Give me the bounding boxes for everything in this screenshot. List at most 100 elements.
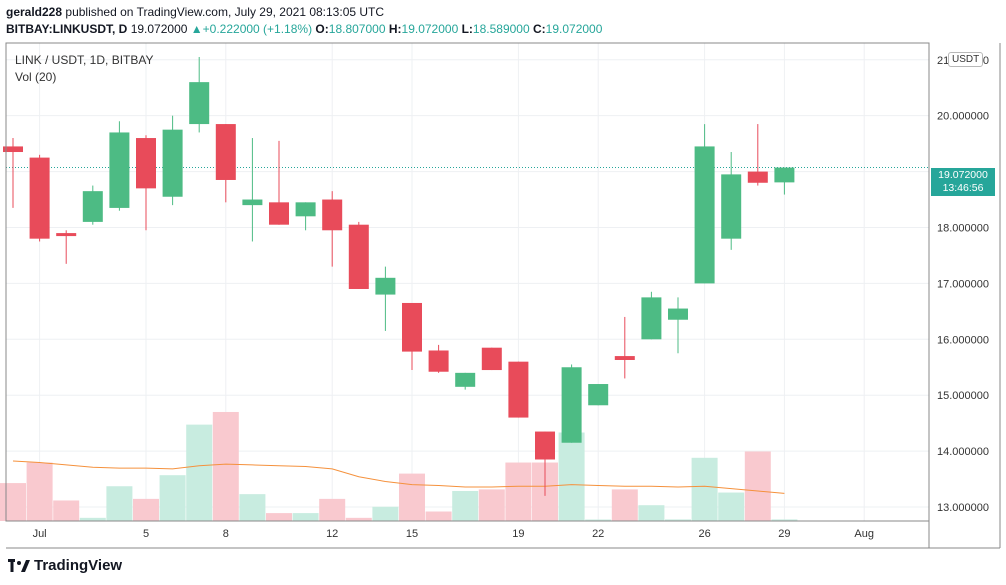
candle-down	[402, 302, 422, 352]
time-tick-label: 15	[406, 528, 418, 540]
time-tick-label: Aug	[854, 528, 874, 540]
price-tag-value: 19.072000	[938, 169, 988, 181]
volume-bar	[212, 411, 239, 521]
chart-legend-title: LINK / USDT, 1D, BITBAY	[15, 53, 154, 67]
candle-up	[588, 384, 609, 406]
low-label: L:	[461, 22, 473, 36]
published-text: published on TradingView.com, July 29, 2…	[65, 5, 385, 19]
volume-bar	[53, 500, 80, 521]
symbol-label: BITBAY:LINKUSDT, D	[6, 22, 128, 36]
tradingview-logo[interactable]: TradingView	[8, 557, 122, 574]
volume-bar	[133, 498, 159, 521]
price-tick-label: 18.000000	[937, 222, 989, 234]
volume-bar	[638, 505, 665, 521]
candle-down	[56, 233, 77, 237]
currency-unit-badge[interactable]: USDT	[948, 52, 984, 67]
time-tick-label: 29	[778, 528, 790, 540]
candle-down	[136, 138, 156, 189]
tradingview-logo-icon	[8, 559, 30, 572]
high-label: H:	[388, 22, 402, 36]
volume-bar	[558, 432, 585, 521]
price-tick-label: 14.000000	[937, 446, 989, 458]
volume-legend: Vol (20)	[15, 70, 57, 84]
time-tick-label: 22	[592, 528, 604, 540]
volume-bar	[239, 494, 266, 521]
high-value: 19.072000	[401, 22, 459, 36]
volume-bar	[585, 519, 612, 521]
plot-border	[5, 42, 930, 522]
price-tick-label: 16.000000	[937, 334, 989, 346]
time-tick-label: 19	[512, 528, 524, 540]
candle-up	[694, 146, 715, 284]
open-value: 18.807000	[328, 22, 386, 36]
candle-down	[215, 124, 236, 180]
last-price: 19.072000	[130, 22, 188, 36]
volume-ma-line	[12, 460, 785, 494]
candle-up	[375, 277, 396, 295]
change-up-icon: ▲	[190, 22, 203, 36]
volume-bar	[319, 498, 346, 521]
volume-bar	[106, 486, 133, 521]
candle-up	[189, 82, 210, 125]
close-label: C:	[533, 22, 546, 36]
ohlc-bar: BITBAY:LINKUSDT, D 19.072000 ▲+0.222000 …	[6, 22, 602, 36]
candle-down	[747, 171, 768, 183]
time-tick-label: 26	[698, 528, 710, 540]
candle-down	[3, 146, 23, 153]
candle-up	[721, 174, 742, 239]
volume-bar	[266, 513, 292, 521]
candle-up	[242, 199, 263, 206]
candle-down	[269, 202, 289, 225]
price-tick-label: 15.000000	[937, 390, 989, 402]
volume-bar	[478, 489, 505, 521]
candle-down	[428, 350, 449, 372]
price-tick-label: 13.000000	[937, 502, 989, 514]
brand-name: TradingView	[34, 557, 123, 574]
time-tick-label: 8	[223, 528, 229, 540]
price-tag-countdown: 13:46:56	[942, 182, 984, 194]
volume-bar	[425, 511, 452, 521]
candle-up	[82, 191, 103, 222]
candle-down	[348, 224, 369, 289]
volume-bar	[345, 517, 372, 521]
volume-bar	[665, 519, 691, 521]
candle-down	[535, 431, 555, 460]
volume-bar	[26, 462, 53, 521]
volume-bar	[186, 424, 213, 521]
low-value: 18.589000	[472, 22, 530, 36]
publish-info: gerald228 published on TradingView.com, …	[6, 5, 384, 19]
volume-bar	[0, 483, 26, 521]
candle-down	[481, 347, 502, 371]
volume-bar	[399, 473, 425, 521]
price-tick-label: 20.000000	[937, 111, 989, 123]
candle-down	[508, 361, 529, 418]
candle-up	[641, 297, 662, 340]
volume-bar	[159, 475, 186, 521]
volume-bar	[505, 462, 532, 521]
volume-bar	[372, 506, 399, 521]
volume-bar	[292, 513, 319, 521]
volume-bar	[611, 489, 638, 521]
volume-bar	[744, 451, 771, 521]
last-price-tag: 19.072000 13:46:56	[931, 168, 995, 196]
candle-up	[295, 202, 316, 217]
candle-up	[561, 367, 582, 443]
candle-up	[668, 308, 688, 320]
time-tick-label: 5	[143, 528, 149, 540]
candle-up	[162, 129, 183, 197]
time-tick-label: 12	[326, 528, 338, 540]
price-tick-label: 17.000000	[937, 278, 989, 290]
close-value: 19.072000	[545, 22, 603, 36]
candle-down	[29, 157, 50, 239]
candle-up	[109, 132, 130, 208]
time-tick-label: Jul	[33, 528, 47, 540]
volume-bar	[691, 457, 718, 521]
open-label: O:	[315, 22, 329, 36]
candle-up	[455, 372, 476, 387]
author-name[interactable]: gerald228	[6, 5, 63, 19]
volume-bar	[452, 490, 479, 521]
volume-bar	[771, 519, 798, 521]
volume-bar	[79, 517, 106, 521]
candle-down	[322, 199, 343, 231]
